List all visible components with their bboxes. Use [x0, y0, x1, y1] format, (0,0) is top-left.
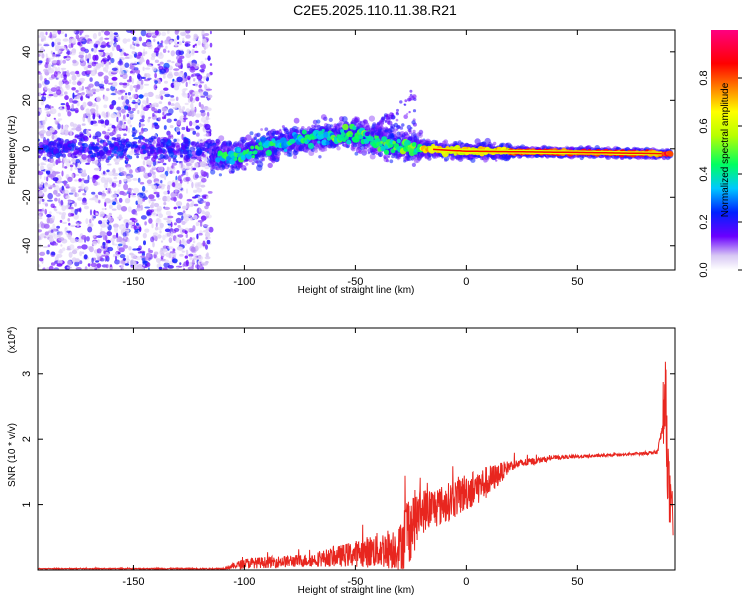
colorbar-tick-label: 0.6	[698, 118, 710, 133]
spectrogram-x-tick-label: 50	[571, 276, 583, 288]
snr-y-tick-label: 3	[21, 371, 33, 377]
spectrogram-y-label: Frequency (Hz)	[7, 116, 18, 185]
chart-title: C2E5.2025.110.11.38.R21	[293, 2, 457, 18]
colorbar-tick-label: 0.2	[698, 214, 710, 229]
snr-y-ticks: 1 2 3	[21, 371, 675, 508]
spectrogram-y-tick-label: -20	[21, 189, 33, 205]
spectrogram-y-tick-label: 20	[21, 94, 33, 106]
spectrogram-frame	[37, 29, 676, 271]
snr-y-tick-label: 1	[21, 502, 33, 508]
snr-x-label: Height of straight line (km)	[298, 585, 415, 596]
spectrogram-image	[38, 30, 674, 270]
spectrogram-x-tick-label: -100	[233, 276, 255, 288]
snr-series-line	[38, 361, 674, 570]
spectrogram-y-tick-label: 40	[21, 46, 33, 58]
snr-multiplier: (x104)	[7, 327, 19, 354]
spectrogram-x-tick-label: 0	[463, 276, 469, 288]
spectrogram-x-tick-label: -50	[347, 276, 363, 288]
spectrogram-y-tick-label: 0	[21, 146, 33, 152]
colorbar-gradient	[711, 30, 738, 270]
spectrogram-x-label: Height of straight line (km)	[298, 285, 415, 296]
snr-panel: -150 -100 -50 0 50 1 2 3 Height of straight li…	[7, 327, 676, 596]
colorbar-label: Normalized spectral amplitude	[720, 82, 731, 217]
snr-x-tick-label: 0	[463, 576, 469, 588]
snr-x-tick-label: 50	[571, 576, 583, 588]
snr-x-ticks: -150 -100 -50 0 50	[122, 328, 583, 588]
spectrogram-x-tick-label: -150	[122, 276, 144, 288]
snr-x-tick-label: -100	[233, 576, 255, 588]
snr-frame	[37, 327, 676, 571]
colorbar: 0.0 0.2 0.4 0.6 0.8 Normalized spectral ampl…	[698, 30, 742, 278]
snr-y-tick-label: 2	[21, 436, 33, 442]
snr-y-label: SNR (10 * v/v)	[7, 423, 18, 487]
colorbar-tick-label: 0.4	[698, 166, 710, 181]
colorbar-ticks: 0.0 0.2 0.4 0.6 0.8	[698, 70, 742, 278]
spectrogram-y-ticks: -40 -20 0 20 40	[21, 46, 675, 254]
colorbar-tick-label: 0.0	[698, 262, 710, 277]
snr-x-tick-label: -150	[122, 576, 144, 588]
spectrogram-y-tick-label: -40	[21, 238, 33, 254]
spectrogram-x-ticks: -150 -100 -50 0 50	[122, 30, 583, 288]
snr-x-tick-label: -50	[347, 576, 363, 588]
colorbar-tick-label: 0.8	[698, 70, 710, 85]
spectrogram-panel: -150 -100 -50 0 50 -40 -20 0 20 40 Height of str…	[7, 29, 676, 296]
